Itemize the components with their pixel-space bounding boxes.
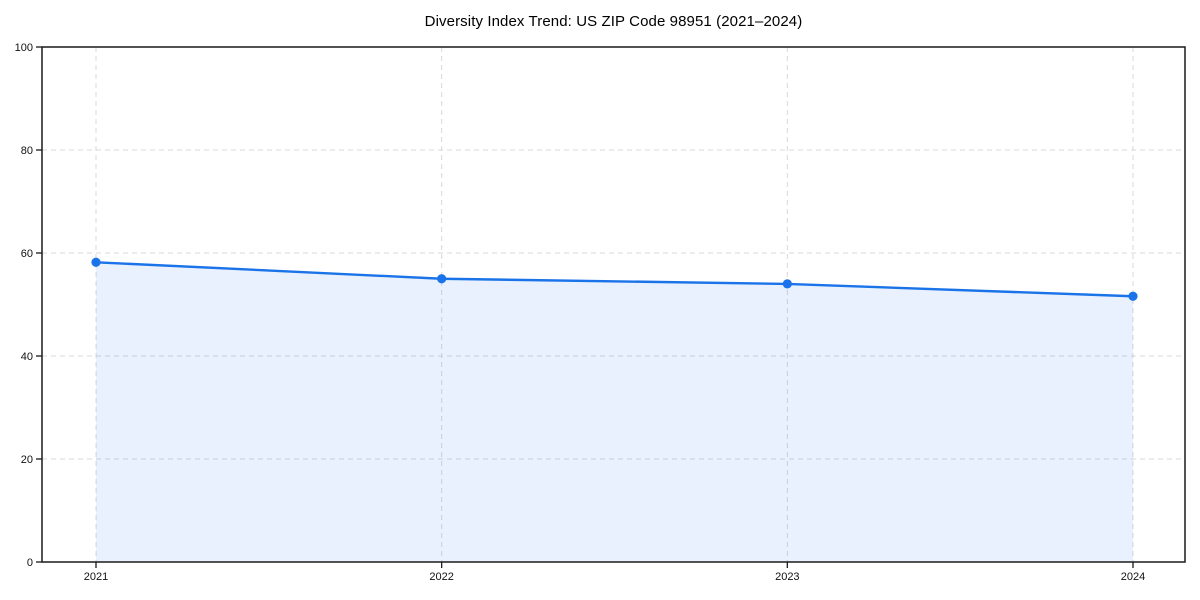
plot-border [41, 46, 1186, 563]
x-tick-label: 2021 [84, 571, 108, 583]
y-tick-label: 0 [27, 557, 33, 569]
chart-title: Diversity Index Trend: US ZIP Code 98951… [424, 13, 803, 30]
x-tick-label: 2024 [1121, 571, 1145, 583]
x-tick-label: 2022 [429, 571, 453, 583]
data-point-2024 [1128, 291, 1138, 301]
y-tick-label: 20 [21, 454, 33, 466]
y-tick-label: 80 [21, 145, 33, 157]
data-point-2022 [437, 274, 447, 284]
area-fill [96, 262, 1133, 562]
y-tick-label: 60 [21, 248, 33, 260]
data-point-2021 [91, 257, 101, 267]
trend-line [94, 261, 1135, 298]
data-point-2023 [782, 279, 792, 289]
y-tick-label: 40 [21, 351, 33, 363]
y-tick-label: 100 [15, 42, 33, 54]
x-tick-label: 2023 [775, 571, 799, 583]
